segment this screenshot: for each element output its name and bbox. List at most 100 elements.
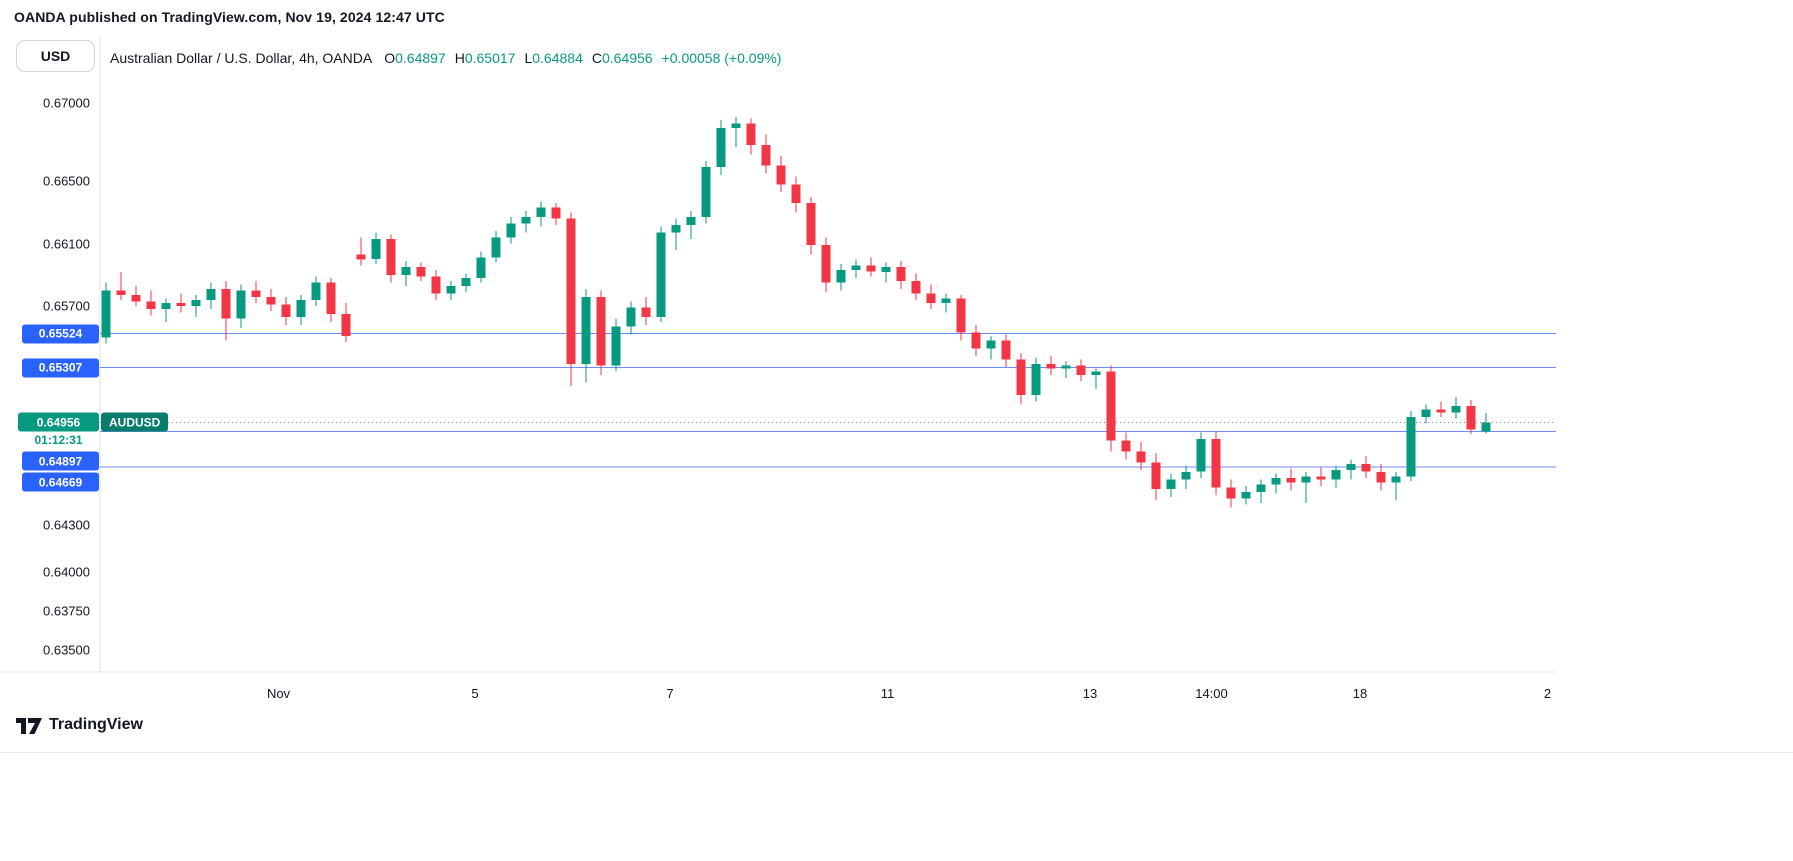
candle[interactable] bbox=[806, 196, 816, 255]
candle[interactable] bbox=[506, 217, 516, 244]
candle[interactable] bbox=[1046, 356, 1056, 375]
candle[interactable] bbox=[1181, 465, 1191, 489]
candle[interactable] bbox=[641, 296, 651, 325]
candle[interactable] bbox=[1271, 473, 1281, 494]
candle[interactable] bbox=[866, 257, 876, 277]
candle[interactable] bbox=[1451, 396, 1461, 419]
candle[interactable] bbox=[476, 251, 486, 283]
candle[interactable] bbox=[116, 271, 126, 300]
candle[interactable] bbox=[1226, 479, 1236, 508]
candle[interactable] bbox=[491, 231, 501, 263]
candle[interactable] bbox=[1241, 485, 1251, 505]
candle[interactable] bbox=[1436, 401, 1446, 418]
candle[interactable] bbox=[461, 273, 471, 293]
candle[interactable] bbox=[356, 237, 366, 266]
symbol-title[interactable]: Australian Dollar / U.S. Dollar, 4h, OAN… bbox=[110, 50, 373, 66]
candle[interactable] bbox=[1001, 334, 1011, 368]
candle[interactable] bbox=[716, 120, 726, 175]
candle[interactable] bbox=[311, 276, 321, 307]
candle[interactable] bbox=[296, 295, 306, 325]
candle[interactable] bbox=[1211, 431, 1221, 496]
candle[interactable] bbox=[971, 324, 981, 357]
candle[interactable] bbox=[1316, 467, 1326, 486]
candle[interactable] bbox=[1376, 463, 1386, 491]
candle[interactable] bbox=[326, 278, 336, 322]
candle[interactable] bbox=[1406, 410, 1416, 482]
candle[interactable] bbox=[941, 293, 951, 313]
candle[interactable] bbox=[611, 318, 621, 372]
candle[interactable] bbox=[821, 237, 831, 293]
candle[interactable] bbox=[626, 301, 636, 335]
candle[interactable] bbox=[131, 285, 141, 307]
candle[interactable] bbox=[1361, 456, 1371, 478]
candle[interactable] bbox=[956, 295, 966, 341]
candle[interactable] bbox=[581, 288, 591, 383]
candle[interactable] bbox=[776, 156, 786, 193]
candle[interactable] bbox=[986, 335, 996, 360]
candle[interactable] bbox=[1031, 357, 1041, 402]
candle[interactable] bbox=[341, 303, 351, 343]
candlestick-plot[interactable] bbox=[0, 36, 1556, 705]
candle[interactable] bbox=[1136, 442, 1146, 471]
candle[interactable] bbox=[1466, 399, 1476, 435]
candle[interactable] bbox=[431, 270, 441, 300]
price-level-badge[interactable]: 0.64897 bbox=[22, 451, 99, 471]
candle[interactable] bbox=[1076, 359, 1086, 382]
candle[interactable] bbox=[221, 281, 231, 341]
candle[interactable] bbox=[746, 118, 756, 155]
candle[interactable] bbox=[761, 134, 771, 174]
candle[interactable] bbox=[686, 210, 696, 239]
candle[interactable] bbox=[911, 273, 921, 300]
candle[interactable] bbox=[101, 282, 111, 344]
candle[interactable] bbox=[701, 160, 711, 224]
candle[interactable] bbox=[1121, 432, 1131, 460]
price-level-badge[interactable]: 0.65524 bbox=[22, 324, 99, 344]
candle[interactable] bbox=[161, 298, 171, 322]
candle[interactable] bbox=[1151, 453, 1161, 500]
candle[interactable] bbox=[1301, 471, 1311, 503]
candle[interactable] bbox=[656, 226, 666, 322]
currency-button[interactable]: USD bbox=[16, 40, 95, 72]
candle[interactable] bbox=[266, 288, 276, 311]
candle[interactable] bbox=[1256, 479, 1266, 503]
candle[interactable] bbox=[926, 284, 936, 310]
candle[interactable] bbox=[851, 259, 861, 278]
candle[interactable] bbox=[896, 260, 906, 289]
candle[interactable] bbox=[446, 281, 456, 300]
candle[interactable] bbox=[551, 203, 561, 225]
candle[interactable] bbox=[731, 117, 741, 147]
candle[interactable] bbox=[1091, 368, 1101, 389]
candle[interactable] bbox=[1346, 459, 1356, 480]
candle[interactable] bbox=[566, 212, 576, 386]
candle[interactable] bbox=[176, 293, 186, 313]
candle[interactable] bbox=[1016, 353, 1026, 405]
candle[interactable] bbox=[536, 201, 546, 227]
candle[interactable] bbox=[146, 290, 156, 316]
candle[interactable] bbox=[521, 210, 531, 233]
candle[interactable] bbox=[401, 260, 411, 286]
candle[interactable] bbox=[371, 232, 381, 264]
candle[interactable] bbox=[1286, 468, 1296, 491]
candle[interactable] bbox=[191, 295, 201, 318]
candle[interactable] bbox=[1331, 465, 1341, 488]
candle[interactable] bbox=[1061, 360, 1071, 378]
candle[interactable] bbox=[1106, 365, 1116, 452]
price-level-badge[interactable]: 0.64669 bbox=[22, 472, 99, 492]
candle[interactable] bbox=[671, 218, 681, 250]
candle[interactable] bbox=[836, 263, 846, 291]
candle[interactable] bbox=[251, 281, 261, 303]
candle[interactable] bbox=[596, 290, 606, 375]
candle[interactable] bbox=[881, 262, 891, 283]
candle[interactable] bbox=[1481, 412, 1491, 434]
tradingview-link[interactable]: TradingView bbox=[16, 716, 143, 734]
candle[interactable] bbox=[791, 176, 801, 213]
candle[interactable] bbox=[236, 284, 246, 328]
candle[interactable] bbox=[1391, 471, 1401, 500]
candle[interactable] bbox=[1196, 432, 1206, 478]
candle[interactable] bbox=[416, 262, 426, 282]
candle[interactable] bbox=[386, 234, 396, 283]
candle[interactable] bbox=[281, 296, 291, 325]
candle[interactable] bbox=[1421, 404, 1431, 424]
candle[interactable] bbox=[206, 282, 216, 310]
price-level-badge[interactable]: 0.65307 bbox=[22, 358, 99, 378]
